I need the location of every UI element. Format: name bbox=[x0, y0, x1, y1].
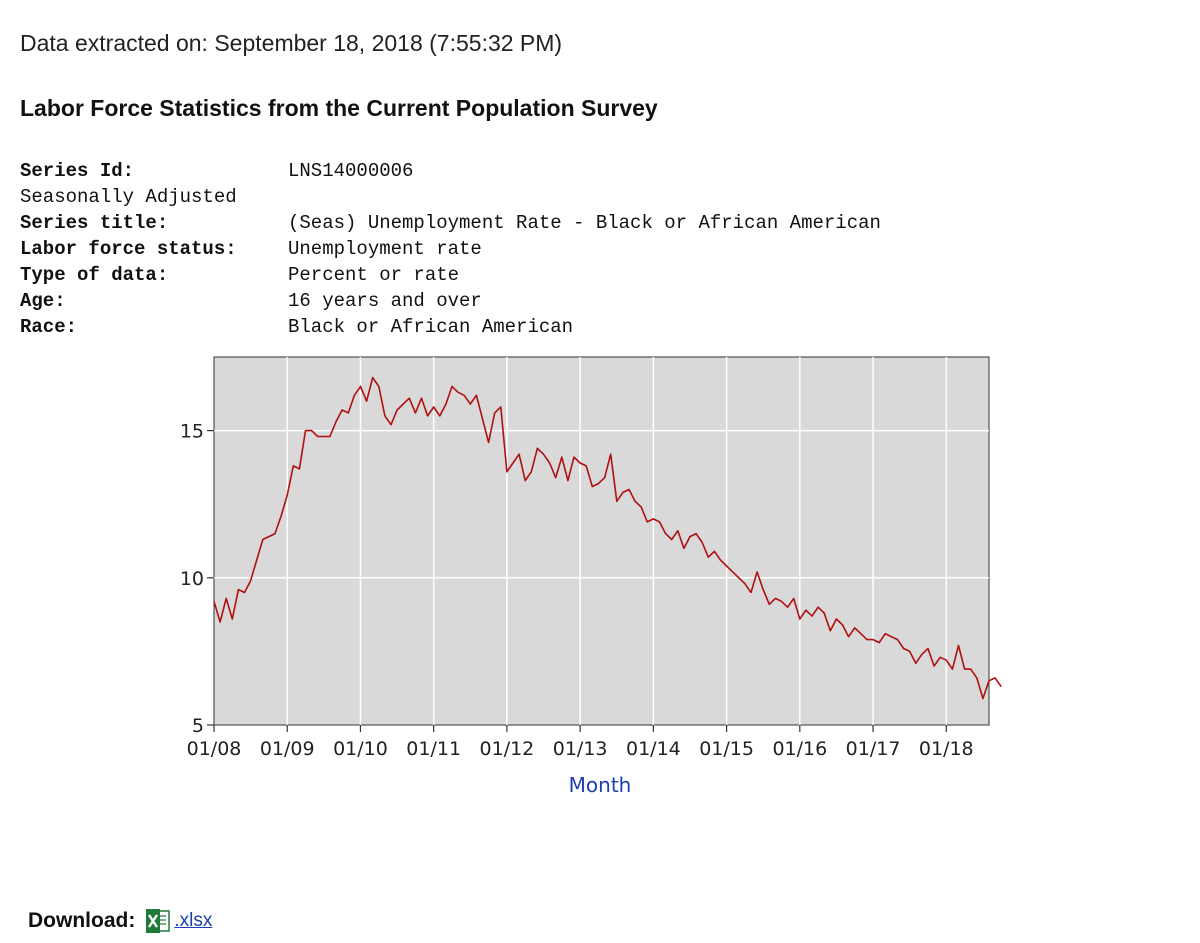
x-tick-label: 01/13 bbox=[553, 738, 608, 760]
download-section: Download: .xlsx bbox=[28, 906, 212, 936]
x-axis-label: Month bbox=[569, 773, 632, 797]
meta-label: Labor force status: bbox=[20, 238, 237, 260]
page-title: Labor Force Statistics from the Current … bbox=[20, 95, 658, 121]
meta-value: Black or African American bbox=[288, 316, 574, 338]
meta-value: 16 years and over bbox=[288, 290, 482, 312]
x-tick-label: 01/18 bbox=[919, 738, 974, 760]
grid-lines bbox=[214, 357, 989, 725]
meta-value: (Seas) Unemployment Rate - Black or Afri… bbox=[288, 212, 881, 234]
y-tick-label: 15 bbox=[180, 421, 204, 443]
series-line bbox=[213, 376, 1002, 700]
meta-label: Series Id: bbox=[20, 160, 135, 182]
axes: 01/08 01/09 01/10 01/11 01/12 01/13 01/14 01/15… bbox=[180, 421, 974, 760]
x-tick-label: 01/08 bbox=[187, 738, 242, 760]
x-tick-label: 01/12 bbox=[480, 738, 535, 760]
download-label: Download: bbox=[28, 909, 136, 932]
meta-value: Unemployment rate bbox=[288, 238, 482, 260]
meta-label: Race: bbox=[20, 316, 78, 338]
x-tick-label: 01/09 bbox=[260, 738, 315, 760]
x-tick-label: 01/16 bbox=[772, 738, 827, 760]
plot-area bbox=[213, 356, 990, 726]
extraction-timestamp: Data extracted on: September 18, 2018 (7… bbox=[20, 30, 563, 56]
x-tick-label: 01/11 bbox=[406, 738, 461, 760]
series-layer bbox=[213, 376, 1002, 700]
meta-value: Percent or rate bbox=[288, 264, 460, 286]
y-tick-label: 10 bbox=[180, 568, 204, 590]
unemployment-chart: 01/08 01/09 01/10 01/11 01/12 01/13 01/14 01/15… bbox=[180, 356, 1002, 797]
meta-label: Seasonally Adjusted bbox=[20, 186, 237, 208]
excel-icon[interactable] bbox=[145, 908, 171, 934]
download-xlsx-link[interactable]: .xlsx bbox=[174, 910, 213, 931]
meta-label: Series title: bbox=[20, 212, 169, 234]
x-tick-label: 01/15 bbox=[699, 738, 754, 760]
meta-label: Type of data: bbox=[20, 264, 169, 286]
y-tick-label: 5 bbox=[192, 715, 204, 737]
x-tick-label: 01/10 bbox=[333, 738, 388, 760]
meta-value: LNS14000006 bbox=[288, 160, 414, 182]
meta-label: Age: bbox=[20, 290, 66, 312]
x-tick-label: 01/14 bbox=[626, 738, 681, 760]
x-tick-label: 01/17 bbox=[846, 738, 901, 760]
